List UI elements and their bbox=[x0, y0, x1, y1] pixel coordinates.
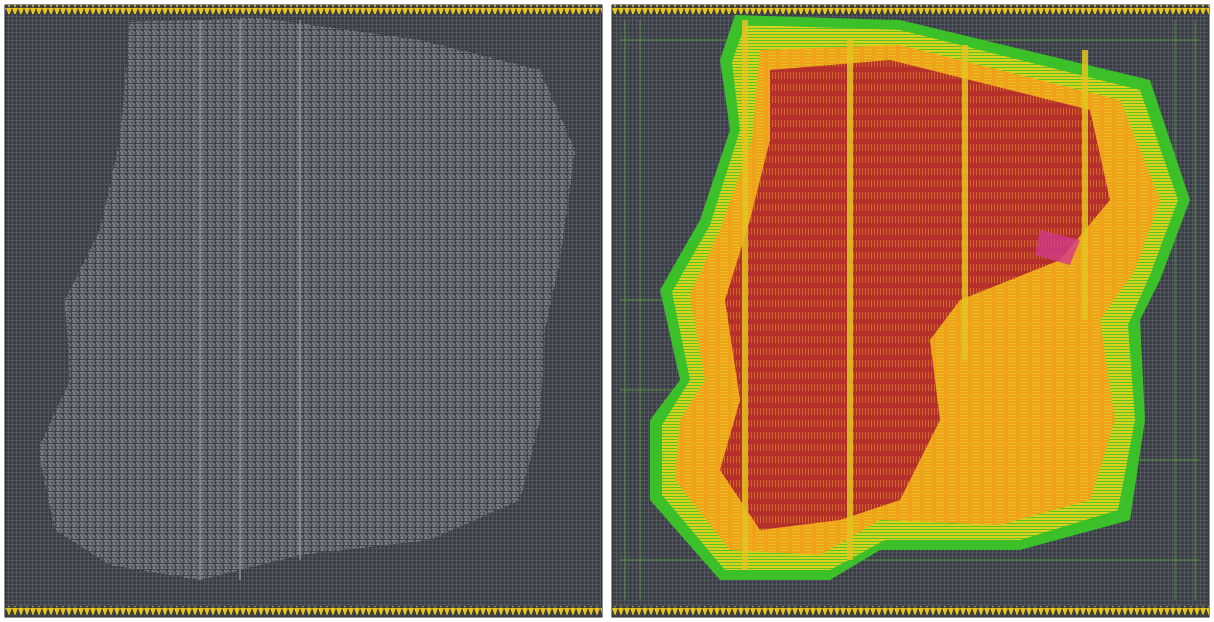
power-stripes bbox=[199, 20, 301, 580]
pin-row-bottom bbox=[5, 606, 602, 615]
routing-region-congested bbox=[720, 60, 1110, 530]
pin-row-top bbox=[5, 5, 602, 14]
pin-row-bottom bbox=[612, 606, 1209, 615]
routing-panel bbox=[611, 4, 1210, 618]
hotspot bbox=[1035, 230, 1080, 265]
power-stripes bbox=[742, 20, 1088, 570]
placement-panel bbox=[4, 4, 603, 618]
placed-cells bbox=[38, 18, 575, 580]
pin-row-top bbox=[612, 5, 1209, 14]
